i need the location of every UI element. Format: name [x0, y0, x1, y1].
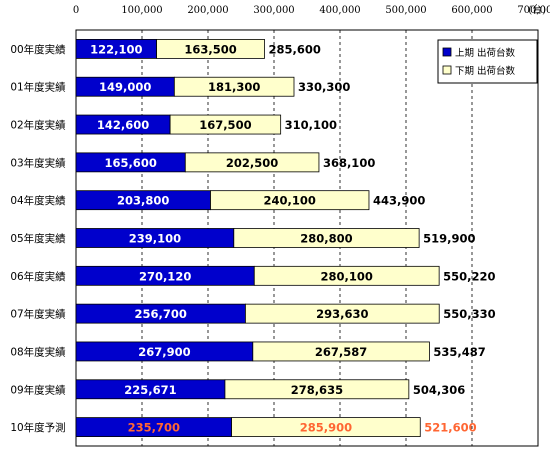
category-label: 08年度実績 — [10, 345, 66, 358]
bar-second-half — [169, 114, 282, 135]
bar-second-half — [210, 190, 370, 211]
bar-second-half-label: 278,635 — [291, 383, 343, 397]
category-label: 04年度実績 — [10, 194, 66, 207]
bar-second-half-label: 267,587 — [315, 345, 367, 359]
bar-first-half-label: 270,120 — [139, 269, 191, 283]
bar-total-label: 550,220 — [443, 269, 495, 283]
bar-second-half — [245, 303, 440, 324]
bar-second-half — [156, 39, 265, 59]
bar-second-half-label: 167,500 — [199, 118, 251, 132]
x-tick-label: 100,000 — [121, 5, 162, 16]
category-label: 10年度予測 — [10, 421, 65, 434]
legend-swatch-second-half — [442, 65, 452, 75]
bar-total-label: 550,330 — [443, 307, 495, 321]
legend-box — [437, 39, 538, 84]
x-tick-label: 600,000 — [451, 5, 492, 16]
bar-second-half — [224, 379, 410, 400]
category-label: 00年度実績 — [10, 43, 66, 56]
bar-total-label: 521,600 — [424, 421, 476, 435]
x-tick-label: 500,000 — [385, 5, 426, 16]
bar-second-half-label: 202,500 — [226, 156, 278, 170]
unit-label: (台) — [528, 3, 546, 16]
bar-first-half-label: 256,700 — [135, 307, 187, 321]
bar-first-half-label: 142,600 — [97, 118, 149, 132]
bar-second-half — [184, 152, 320, 173]
category-label: 01年度実績 — [10, 81, 66, 94]
category-labels: 00年度実績 01年度実績 02年度実績 03年度実績 04年度実績 05年度実績 06年度… — [10, 43, 66, 434]
bar-first-half-label: 239,100 — [129, 232, 181, 246]
bar-total-label: 504,306 — [413, 383, 465, 397]
bar-second-half-label: 240,100 — [264, 194, 316, 208]
bar-second-half-label: 280,100 — [321, 269, 373, 283]
bar-second-half — [173, 76, 295, 97]
bar-total-label: 535,487 — [433, 345, 485, 359]
bar-second-half-label: 181,300 — [208, 80, 260, 94]
legend-swatch-first-half — [442, 47, 452, 57]
bar-total-label: 519,900 — [423, 232, 475, 246]
bar-first-half-label: 235,700 — [128, 421, 180, 435]
x-tick-label: 700,000 — [517, 5, 550, 16]
x-tick-label: 200,000 — [187, 5, 228, 16]
bar-second-half — [231, 417, 421, 437]
bar-total-label: 310,100 — [285, 118, 337, 132]
category-label: 05年度実績 — [10, 232, 66, 245]
bar-second-half-label: 280,800 — [300, 232, 352, 246]
bar-first-half-label: 149,000 — [99, 80, 151, 94]
x-tick-label: 300,000 — [253, 5, 294, 16]
bar-first-half-label: 203,800 — [117, 194, 169, 208]
x-tick-label: 0 — [73, 5, 79, 16]
category-label: 09年度実績 — [10, 383, 66, 396]
category-label: 02年度実績 — [10, 119, 66, 132]
x-tick-label: 400,000 — [319, 5, 360, 16]
bar-first-half-label: 165,600 — [104, 156, 156, 170]
bar-total-label: 285,600 — [268, 42, 320, 56]
bar-first-half-label: 267,900 — [138, 345, 190, 359]
category-label: 07年度実績 — [10, 308, 66, 321]
bar-second-half-label: 293,630 — [316, 307, 368, 321]
bar-second-half — [252, 341, 430, 362]
bar-second-half — [233, 228, 420, 248]
bar-first-half-label: 225,671 — [124, 383, 176, 397]
legend-label-second-half: 下期 出荷台数 — [455, 65, 516, 77]
bars: 122,100 163,500 285,600 149,000 181,300 330,3… — [75, 39, 496, 437]
legend: 上期 出荷台数 下期 出荷台数 — [437, 39, 538, 84]
bar-second-half-label: 163,500 — [184, 42, 236, 56]
legend-label-first-half: 上期 出荷台数 — [455, 47, 516, 59]
category-label: 06年度実績 — [10, 270, 66, 283]
category-label: 03年度実績 — [10, 156, 66, 169]
bar-total-label: 368,100 — [323, 156, 375, 170]
bar-second-half-label: 285,900 — [300, 421, 352, 435]
bar-second-half — [253, 265, 440, 286]
bar-first-half-label: 122,100 — [90, 42, 142, 56]
x-axis-ticks: 0 100,000 200,000 300,000 400,000 500,000 600,… — [73, 5, 550, 16]
bar-total-label: 443,900 — [373, 194, 425, 208]
bar-total-label: 330,300 — [298, 80, 350, 94]
